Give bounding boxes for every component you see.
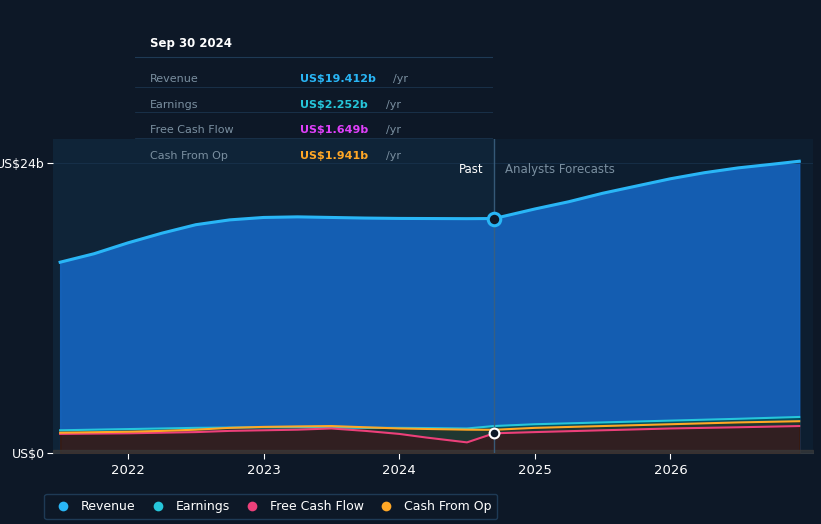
Text: /yr: /yr xyxy=(386,100,401,110)
Text: Cash From Op: Cash From Op xyxy=(149,150,227,160)
Text: /yr: /yr xyxy=(386,150,401,160)
Text: Sep 30 2024: Sep 30 2024 xyxy=(149,37,232,50)
Text: US$1.941b: US$1.941b xyxy=(300,150,368,160)
Legend: Revenue, Earnings, Free Cash Flow, Cash From Op: Revenue, Earnings, Free Cash Flow, Cash … xyxy=(44,494,498,519)
Text: US$19.412b: US$19.412b xyxy=(300,74,376,84)
Text: Past: Past xyxy=(459,163,484,176)
Text: Revenue: Revenue xyxy=(149,74,199,84)
Text: US$2.252b: US$2.252b xyxy=(300,100,368,110)
Bar xyxy=(494,139,813,453)
Text: /yr: /yr xyxy=(392,74,407,84)
Text: Free Cash Flow: Free Cash Flow xyxy=(149,125,233,135)
Text: /yr: /yr xyxy=(386,125,401,135)
Bar xyxy=(53,139,494,453)
Text: Earnings: Earnings xyxy=(149,100,198,110)
Text: Analysts Forecasts: Analysts Forecasts xyxy=(505,163,615,176)
Text: US$1.649b: US$1.649b xyxy=(300,125,368,135)
